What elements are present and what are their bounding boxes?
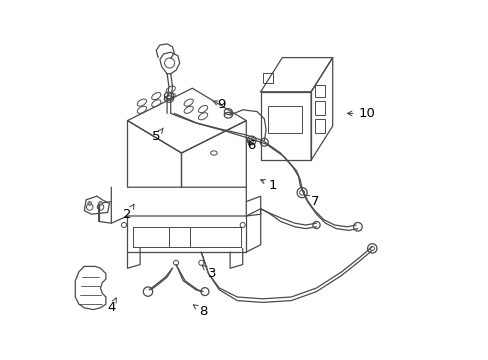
Text: 9: 9 xyxy=(213,98,225,111)
Bar xyxy=(314,85,324,97)
Bar xyxy=(314,101,324,115)
Circle shape xyxy=(88,202,91,205)
Text: 8: 8 xyxy=(193,305,207,318)
Bar xyxy=(267,106,302,133)
Bar xyxy=(314,119,324,133)
Text: 2: 2 xyxy=(123,204,134,221)
Text: 5: 5 xyxy=(152,128,163,143)
Text: 1: 1 xyxy=(260,179,277,192)
Text: 10: 10 xyxy=(347,107,375,120)
Text: 4: 4 xyxy=(107,298,116,314)
Text: 6: 6 xyxy=(247,139,255,152)
Text: 3: 3 xyxy=(202,265,216,280)
Text: 7: 7 xyxy=(304,195,318,208)
Bar xyxy=(263,73,273,83)
Circle shape xyxy=(99,202,102,205)
